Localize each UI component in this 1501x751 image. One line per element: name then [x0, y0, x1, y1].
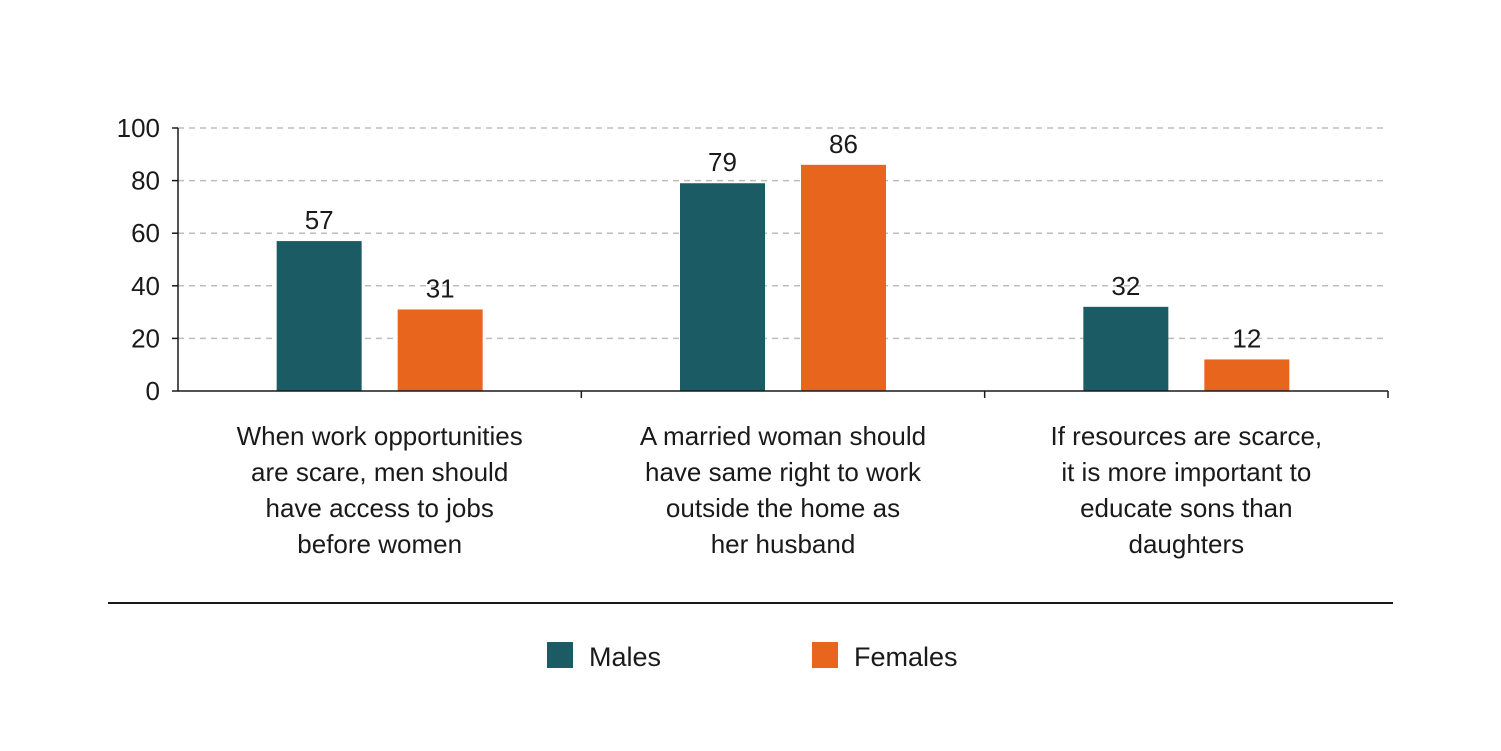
data-label-males-1: 57	[305, 205, 334, 235]
bar-males-1	[276, 241, 362, 391]
category-label-line: A married woman should	[640, 421, 926, 451]
y-axis-ticks: 0 20 40 60 80 100	[117, 113, 178, 406]
legend-label-females: Females	[854, 642, 958, 672]
data-label-females-1: 31	[426, 273, 455, 303]
data-label-females-2: 86	[829, 129, 858, 159]
y-tick-label: 40	[131, 271, 160, 301]
legend-label-males: Males	[589, 642, 661, 672]
y-tick-label: 100	[117, 113, 160, 143]
legend-swatch-males	[547, 642, 573, 668]
category-label-line: When work opportunities	[237, 421, 523, 451]
legend: Males Females	[547, 642, 958, 672]
category-label-line: have same right to work	[645, 457, 922, 487]
y-tick-label: 80	[131, 166, 160, 196]
category-label-line: are scare, men should	[251, 457, 508, 487]
category-labels: When work opportunities are scare, men sh…	[237, 421, 1323, 559]
y-tick-label: 0	[146, 376, 160, 406]
bars	[276, 164, 1290, 391]
bar-females-1	[397, 309, 483, 391]
category-label-line: it is more important to	[1061, 457, 1311, 487]
data-label-males-3: 32	[1111, 271, 1140, 301]
category-label-line: have access to jobs	[265, 493, 493, 523]
y-tick-label: 60	[131, 218, 160, 248]
category-label-line: If resources are scarce,	[1051, 421, 1323, 451]
gridlines	[178, 127, 1388, 340]
y-tick-label: 20	[131, 323, 160, 353]
data-label-females-3: 12	[1232, 323, 1261, 353]
category-label-line: outside the home as	[666, 493, 900, 523]
data-labels: 57 31 79 86 32 12	[305, 129, 1262, 354]
category-label-line: daughters	[1129, 529, 1245, 559]
category-label-line: her husband	[711, 529, 856, 559]
bar-males-2	[680, 183, 765, 391]
category-label-line: educate sons than	[1080, 493, 1293, 523]
axes	[177, 128, 1389, 398]
bar-females-3	[1204, 359, 1290, 391]
bar-males-3	[1083, 306, 1169, 391]
legend-swatch-females	[812, 642, 838, 668]
data-label-males-2: 79	[708, 147, 737, 177]
bar-females-2	[801, 164, 886, 391]
category-label-line: before women	[297, 529, 462, 559]
